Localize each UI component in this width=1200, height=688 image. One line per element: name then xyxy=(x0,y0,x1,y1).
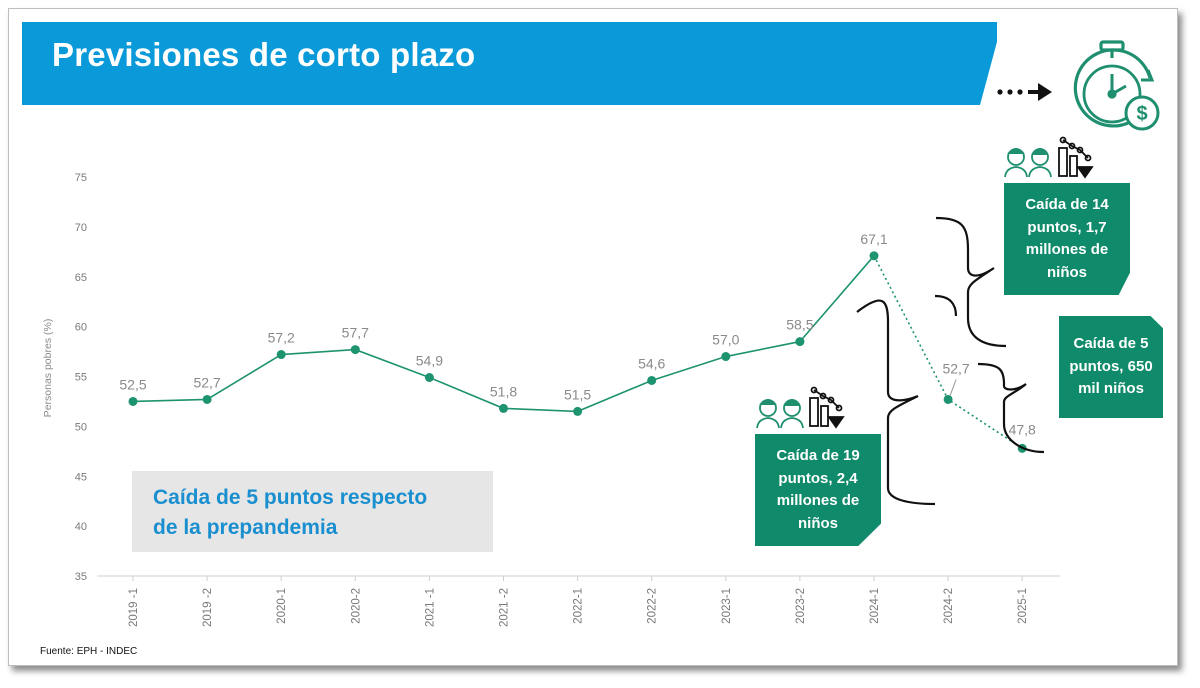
brace-icon xyxy=(935,216,1007,348)
data-label: 58,5 xyxy=(786,317,813,333)
y-axis-label: Personas pobres (%) xyxy=(42,319,54,418)
x-tick-label: 2023-1 xyxy=(721,588,733,624)
y-tick-label: 65 xyxy=(75,272,87,284)
x-tick-label: 2025-1 xyxy=(1017,588,1029,624)
y-tick-label: 75 xyxy=(75,172,87,184)
x-tick-label: 2019 -1 xyxy=(128,588,140,627)
data-label: 51,5 xyxy=(564,386,591,402)
data-point xyxy=(943,394,953,404)
children-icon xyxy=(756,399,804,429)
data-label: 52,5 xyxy=(119,376,146,392)
data-labels: 52,5 52,7 57,2 57,7 54,9 51,8 51,5 54,6 57,0 58,5… xyxy=(119,231,1036,438)
svg-text:$: $ xyxy=(1136,103,1147,125)
callout-text: Caída de 5 puntos respecto de la prepand… xyxy=(153,483,427,543)
data-label: 47,8 xyxy=(1009,421,1036,437)
y-tick-label: 50 xyxy=(75,421,87,433)
data-label: 54,6 xyxy=(638,355,665,371)
slide-frame xyxy=(8,8,1178,666)
children-icon xyxy=(1004,148,1052,178)
data-point xyxy=(721,352,731,362)
data-label: 52,7 xyxy=(193,374,220,390)
y-tick-label: 70 xyxy=(75,222,87,234)
y-tick-label: 40 xyxy=(75,521,87,533)
data-point xyxy=(350,345,360,355)
data-label: 67,1 xyxy=(860,231,887,247)
dotted-arrow-icon xyxy=(997,83,1052,101)
x-tick-label: 2020-1 xyxy=(276,588,288,624)
data-point xyxy=(499,403,508,413)
data-label-leader xyxy=(949,379,957,396)
data-label: 57,7 xyxy=(342,325,369,341)
x-tick-label: 2019 -2 xyxy=(202,588,214,627)
x-tick-label: 2022-2 xyxy=(647,588,659,624)
x-tick-label: 2024-2 xyxy=(943,588,955,624)
y-tick-label: 35 xyxy=(75,571,87,583)
x-tick-label: 2023-2 xyxy=(795,588,807,624)
data-label: 54,9 xyxy=(416,352,443,368)
declining-chart-icon xyxy=(1058,136,1094,179)
annotation-box-19-points: Caída de 19 puntos, 2,4 millones de niño… xyxy=(755,434,881,546)
x-tick-label: 2020-2 xyxy=(350,588,362,624)
data-points xyxy=(128,251,1027,453)
x-ticks: 2019 -1 2019 -2 2020-1 2020-2 2021 -1 2021 -2… xyxy=(128,576,1029,627)
series-line-projected xyxy=(873,255,1023,449)
data-label: 57,2 xyxy=(268,330,295,346)
data-label: 52,7 xyxy=(942,360,969,376)
data-point xyxy=(869,251,879,261)
title-banner xyxy=(22,22,997,105)
callout-line-2: de la prepandemia xyxy=(153,516,338,539)
annotation-box-14-points: Caída de 14 puntos, 1,7 millones de niño… xyxy=(1004,183,1130,295)
y-tick-label: 45 xyxy=(75,471,87,483)
data-label: 57,0 xyxy=(712,332,739,348)
stopwatch-dollar-icon: $ xyxy=(1073,40,1160,131)
x-tick-label: 2022-1 xyxy=(573,588,585,624)
data-point xyxy=(795,337,805,347)
y-tick-label: 55 xyxy=(75,372,87,384)
slide-title: Previsiones de corto plazo xyxy=(52,36,476,73)
brace-icon xyxy=(934,294,958,317)
x-tick-label: 2021 -1 xyxy=(424,588,436,627)
data-point xyxy=(276,350,286,360)
data-point xyxy=(647,375,657,385)
annotation-box-5-points: Caída de 5 puntos, 650 mil niños xyxy=(1059,316,1163,418)
brace-icon xyxy=(977,362,1045,454)
y-ticks: 35 40 45 50 55 60 65 70 75 xyxy=(75,172,87,583)
y-tick-label: 60 xyxy=(75,322,87,334)
data-point xyxy=(202,394,212,404)
prepandemic-callout: Caída de 5 puntos respecto de la prepand… xyxy=(132,471,493,552)
declining-chart-icon xyxy=(809,386,845,429)
data-point xyxy=(424,372,434,382)
data-label: 51,8 xyxy=(490,383,517,399)
x-tick-label: 2024-1 xyxy=(869,588,881,624)
source-note: Fuente: EPH - INDEC xyxy=(40,646,138,657)
data-point xyxy=(128,396,138,406)
x-tick-label: 2021 -2 xyxy=(499,588,511,627)
brace-icon xyxy=(856,299,936,506)
callout-line-1: Caída de 5 puntos respecto xyxy=(153,486,428,509)
data-point xyxy=(573,406,583,416)
